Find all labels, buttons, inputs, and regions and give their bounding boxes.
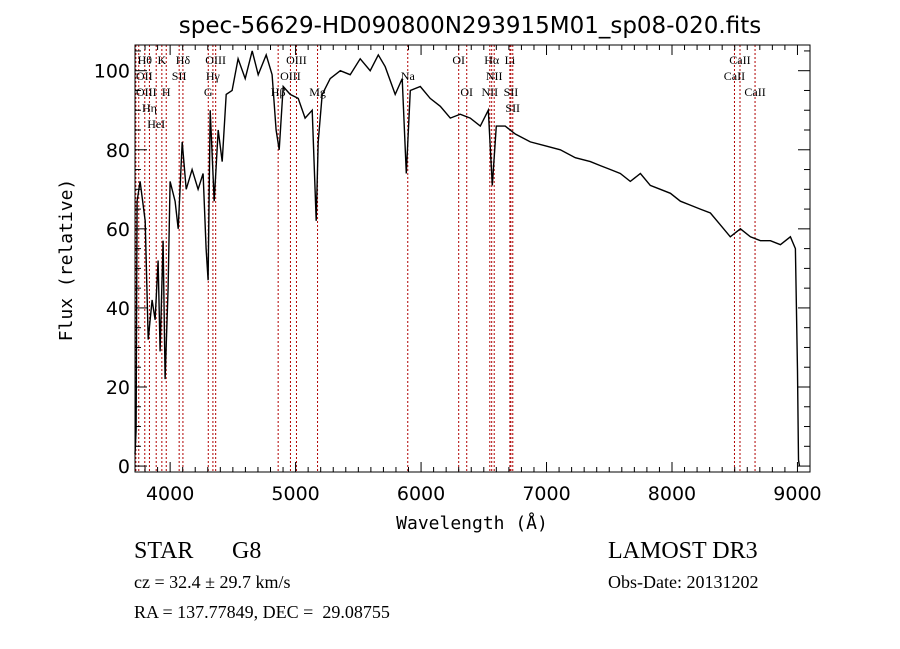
plot-frame bbox=[134, 44, 811, 473]
y-tick-label: 40 bbox=[106, 298, 130, 320]
spectral-line-label: CaII bbox=[729, 53, 750, 67]
spectral-line-label: OIII bbox=[286, 53, 307, 67]
y-tick-label: 100 bbox=[94, 61, 130, 83]
spectral-line-label: Hβ bbox=[271, 85, 286, 99]
subclass: G8 bbox=[232, 538, 262, 564]
redshift: cz = 32.4 ± 29.7 km/s bbox=[134, 572, 291, 592]
spectral-line-label: Hγ bbox=[206, 69, 221, 83]
spectral-line-label: CaII bbox=[744, 85, 765, 99]
x-tick-label: 8000 bbox=[648, 483, 696, 505]
axis-ticks: 4000 5000 6000 7000 8000 9000 0 20 40 60 80 100 bbox=[94, 45, 822, 505]
chart-title: spec-56629-HD090800N293915M01_sp08-020.f… bbox=[179, 13, 761, 39]
spectral-line-label: NII bbox=[486, 69, 503, 83]
spectral-line-label: CaII bbox=[724, 69, 745, 83]
spectral-line-label: SII bbox=[172, 69, 187, 83]
spectrum-line bbox=[134, 50, 801, 467]
spectral-line-label: OIII bbox=[280, 69, 301, 83]
spectral-line-label: OIII bbox=[136, 85, 157, 99]
spectral-line-labels: OIIOIIIHθHηHeIKHSIIHδGHγOIIIHβOIIIOIIIMg… bbox=[136, 53, 766, 131]
survey-name: LAMOST DR3 bbox=[608, 538, 758, 564]
spectral-line-label: OI bbox=[460, 85, 473, 99]
y-tick-label: 20 bbox=[106, 377, 130, 399]
x-axis-label: Wavelength (Å) bbox=[396, 512, 548, 534]
spectral-line-label: OI bbox=[452, 53, 465, 67]
spectral-line-label: Mg bbox=[309, 85, 326, 99]
spectral-line-label: NII bbox=[482, 85, 499, 99]
coordinates: RA = 137.77849, DEC = 29.08755 bbox=[134, 602, 390, 622]
x-tick-label: 6000 bbox=[397, 483, 445, 505]
spectral-line-label: OIII bbox=[205, 53, 226, 67]
spectral-line-label: K bbox=[158, 53, 167, 67]
spectral-line-label: Hδ bbox=[176, 53, 191, 67]
spectral-line-label: Hθ bbox=[138, 53, 153, 67]
y-tick-label: 60 bbox=[106, 219, 130, 241]
x-tick-label: 5000 bbox=[271, 483, 319, 505]
x-tick-label: 9000 bbox=[773, 483, 821, 505]
spectral-line-label: G bbox=[204, 85, 213, 99]
spectral-line-label: Hα bbox=[484, 53, 500, 67]
spectral-line-label: Na bbox=[401, 69, 416, 83]
spectral-line-label: SII bbox=[505, 101, 520, 115]
spectral-line-label: H bbox=[162, 85, 171, 99]
x-tick-label: 4000 bbox=[146, 483, 194, 505]
obs-date: Obs-Date: 20131202 bbox=[608, 572, 759, 592]
object-class: STAR bbox=[134, 538, 194, 564]
spectral-line-label: Li bbox=[505, 53, 516, 67]
spectral-line-markers bbox=[135, 45, 756, 472]
y-tick-label: 80 bbox=[106, 140, 130, 162]
y-axis-label: Flux (relative) bbox=[56, 179, 77, 342]
spectral-line-label: HeI bbox=[147, 117, 165, 131]
spectral-line-label: Hη bbox=[142, 101, 157, 115]
y-tick-label: 0 bbox=[118, 456, 130, 478]
spectral-line-label: OII bbox=[136, 69, 153, 83]
spectral-line-label: SII bbox=[504, 85, 519, 99]
x-tick-label: 7000 bbox=[522, 483, 570, 505]
